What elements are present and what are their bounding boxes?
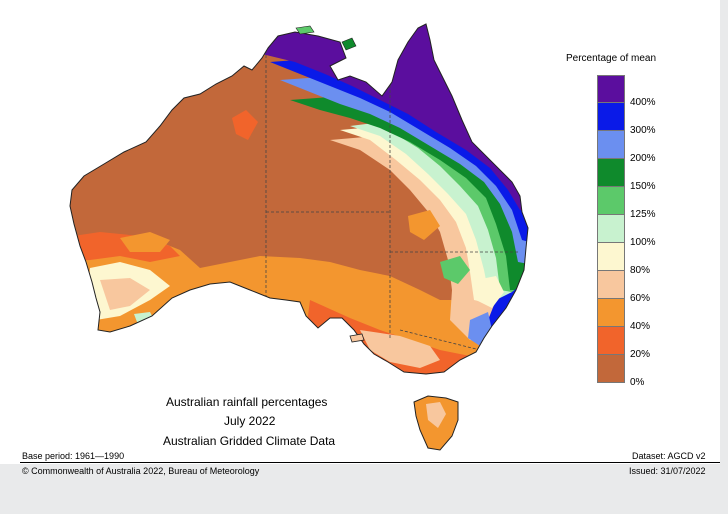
map-frame: Percentage of mean 400% 300% 200% 150% 125% 1…: [0, 0, 720, 476]
legend-label: 40%: [630, 321, 651, 332]
rainfall-map: [69, 23, 529, 451]
map-title-line2: July 2022: [224, 414, 276, 428]
legend-swatch: [597, 131, 625, 159]
legend-label: 80%: [630, 265, 651, 276]
issued-date-text: Issued: 31/07/2022: [629, 466, 706, 476]
legend-label: 125%: [630, 209, 656, 220]
legend-swatch: [597, 271, 625, 299]
legend-colorbar: [597, 75, 625, 383]
dataset-text: Dataset: AGCD v2: [632, 451, 706, 461]
legend-swatch: [597, 75, 625, 103]
legend-swatch: [597, 327, 625, 355]
base-period-text: Base period: 1961—1990: [22, 451, 125, 461]
legend-label: 200%: [630, 153, 656, 164]
copyright-text: © Commonwealth of Australia 2022, Bureau…: [22, 466, 260, 476]
legend-swatch: [597, 243, 625, 271]
legend-label: 60%: [630, 293, 651, 304]
legend-label: 150%: [630, 181, 656, 192]
legend-swatch: [597, 299, 625, 327]
legend-swatch: [597, 355, 625, 383]
legend-swatch: [597, 159, 625, 187]
legend-label: 0%: [630, 377, 645, 388]
legend-label: 300%: [630, 125, 656, 136]
legend-swatch: [597, 187, 625, 215]
legend-swatch: [597, 215, 625, 243]
map-title-line1: Australian rainfall percentages: [166, 395, 328, 409]
legend-swatch: [597, 103, 625, 131]
legend-title: Percentage of mean: [566, 53, 657, 64]
footer-divider: [20, 462, 720, 463]
legend-label: 20%: [630, 349, 651, 360]
legend-label: 100%: [630, 237, 656, 248]
map-title-line3: Australian Gridded Climate Data: [163, 434, 336, 448]
legend-label: 400%: [630, 97, 656, 108]
